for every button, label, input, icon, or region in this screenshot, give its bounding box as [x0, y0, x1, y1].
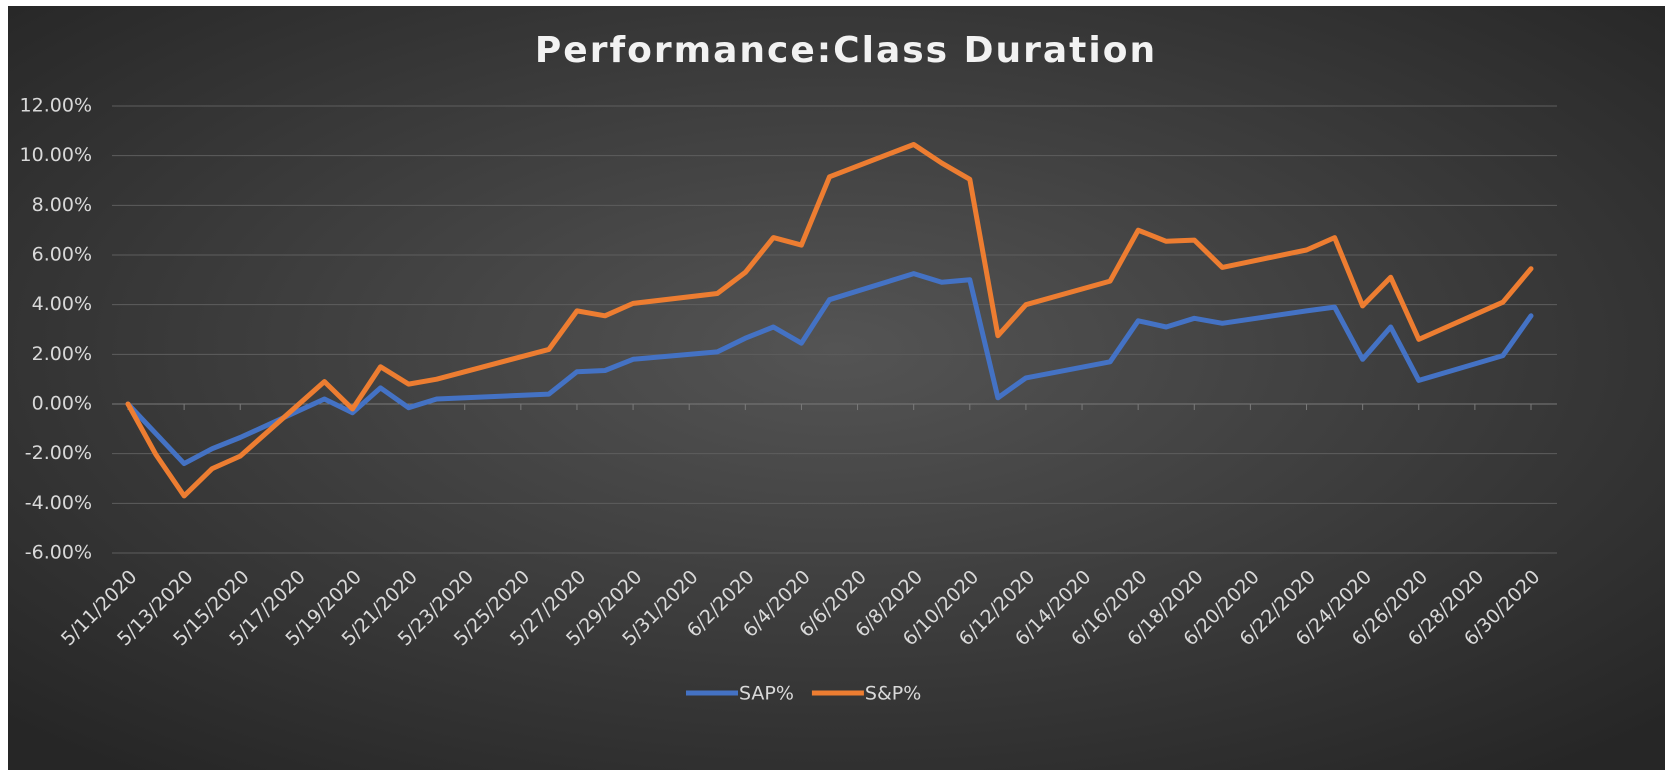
y-tick-label: 12.00% [20, 95, 92, 117]
y-tick-label: 6.00% [32, 244, 92, 266]
chart-background [8, 6, 1665, 770]
legend-label: SAP% [739, 683, 794, 705]
legend-label: S&P% [865, 683, 921, 705]
y-tick-label: -6.00% [25, 542, 92, 564]
y-tick-label: 2.00% [32, 343, 92, 365]
series-line [125, 271, 1534, 467]
y-tick-label: 0.00% [32, 393, 92, 415]
y-tick-label: 8.00% [32, 194, 92, 216]
y-tick-label: -4.00% [25, 492, 92, 514]
y-tick-label: -2.00% [25, 442, 92, 464]
y-tick-label: 10.00% [20, 144, 92, 166]
chart-title: Performance:Class Duration [535, 30, 1157, 71]
series-line [125, 142, 1534, 499]
y-tick-label: 4.00% [32, 293, 92, 315]
